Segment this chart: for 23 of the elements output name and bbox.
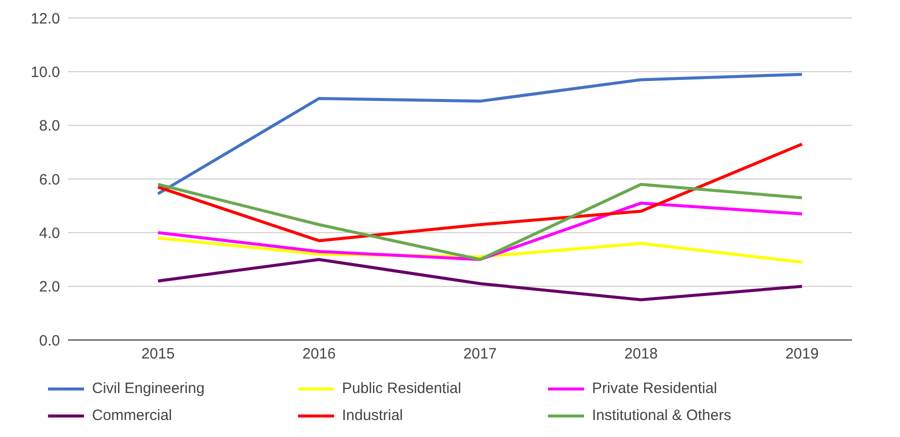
- x-tick-label: 2019: [785, 346, 819, 363]
- x-tick-label: 2015: [141, 346, 175, 363]
- legend-label: Public Residential: [342, 380, 462, 397]
- y-tick-label: 0.0: [39, 332, 60, 350]
- line-series: [156, 182, 804, 261]
- line-series: [156, 202, 804, 261]
- legend-label: Commercial: [92, 407, 172, 424]
- line-series: [156, 142, 804, 242]
- legend-label: Institutional & Others: [592, 407, 732, 424]
- line-series: [156, 72, 804, 196]
- y-tick-label: 2.0: [39, 278, 60, 296]
- y-tick-label: 10.0: [30, 64, 60, 81]
- y-tick-label: 12.0: [30, 10, 60, 28]
- line-series: [156, 258, 804, 302]
- y-tick-label: 4.0: [39, 224, 60, 242]
- y-tick-label: 6.0: [39, 171, 60, 188]
- legend-label: Industrial: [342, 407, 403, 424]
- y-tick-label: 8.0: [39, 118, 60, 135]
- x-tick-label: 2016: [302, 346, 336, 363]
- x-tick-label: 2017: [463, 346, 497, 363]
- legend-label: Private Residential: [592, 380, 718, 397]
- x-tick-label: 2018: [624, 346, 658, 363]
- legend-label: Civil Engineering: [92, 380, 205, 397]
